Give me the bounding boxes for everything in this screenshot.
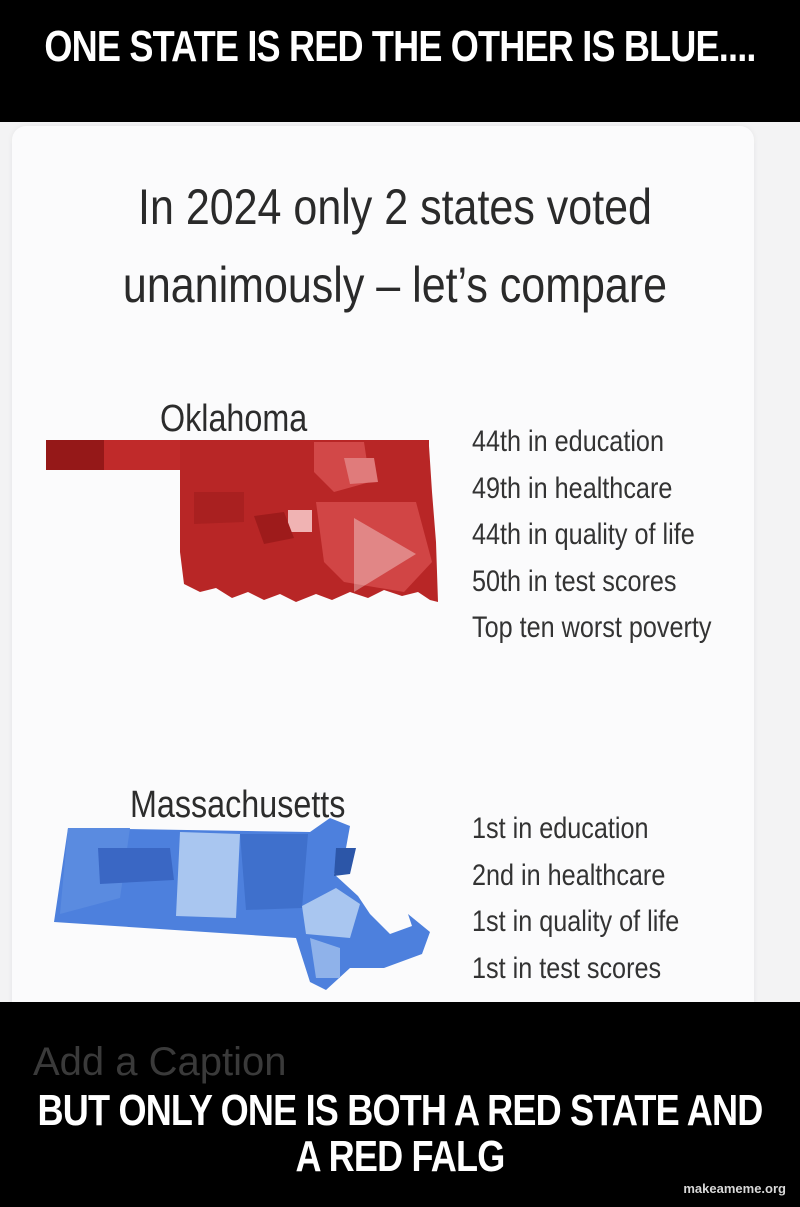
bottom-meme-text: BUT ONLY ONE IS BOTH A RED STATE AND A R… xyxy=(37,1086,764,1181)
oklahoma-label: Oklahoma xyxy=(160,398,308,440)
massachusetts-stat: 2nd in healthcare xyxy=(472,858,666,892)
massachusetts-stat: 1st in education xyxy=(472,812,649,845)
oklahoma-stat: Top ten worst poverty xyxy=(472,611,712,644)
oklahoma-stat: 49th in healthcare xyxy=(472,471,673,505)
oklahoma-stats: 44th in education 49th in healthcare 44t… xyxy=(472,419,757,652)
headline-line-2: unanimously – let’s compare xyxy=(122,257,668,313)
massachusetts-stat: 1st in quality of life xyxy=(472,905,680,938)
oklahoma-map xyxy=(46,440,438,602)
top-caption-bar: ONE STATE IS RED THE OTHER IS BLUE.... xyxy=(0,0,800,122)
bottom-caption-bar: BUT ONLY ONE IS BOTH A RED STATE AND A R… xyxy=(0,1002,800,1207)
oklahoma-stat: 44th in quality of life xyxy=(472,518,695,551)
post-screenshot: In 2024 only 2 states voted unanimously … xyxy=(0,122,800,1026)
top-meme-text: ONE STATE IS RED THE OTHER IS BLUE.... xyxy=(44,22,756,71)
massachusetts-map xyxy=(54,818,430,990)
headline-line-1: In 2024 only 2 states voted xyxy=(138,179,652,235)
oklahoma-stat: 50th in test scores xyxy=(472,564,677,598)
post-headline: In 2024 only 2 states voted unanimously … xyxy=(66,168,725,324)
watermark: makeameme.org xyxy=(683,1181,786,1196)
massachusetts-stats: 1st in education 2nd in healthcare 1st i… xyxy=(472,806,719,992)
add-caption-input[interactable]: Add a Caption xyxy=(33,1040,287,1084)
massachusetts-stat: 1st in test scores xyxy=(472,951,662,985)
massachusetts-label: Massachusetts xyxy=(130,784,346,826)
post-card: In 2024 only 2 states voted unanimously … xyxy=(12,126,754,1026)
oklahoma-stat: 44th in education xyxy=(472,425,664,458)
